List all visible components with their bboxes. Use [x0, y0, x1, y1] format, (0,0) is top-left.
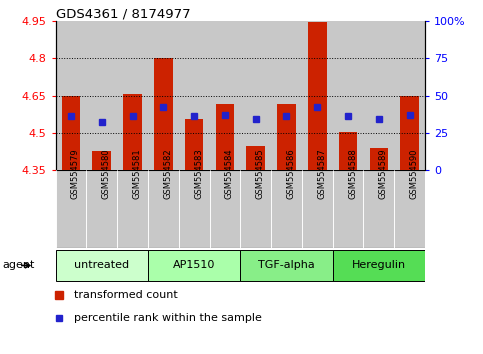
- Bar: [86, 21, 117, 170]
- Bar: [240, 170, 271, 248]
- Bar: [308, 22, 327, 170]
- Bar: [117, 170, 148, 248]
- Bar: [364, 170, 394, 248]
- Bar: [56, 170, 86, 248]
- Bar: [394, 21, 425, 170]
- Bar: [271, 170, 302, 248]
- Bar: [240, 21, 271, 170]
- Bar: [179, 21, 210, 170]
- Bar: [271, 21, 302, 170]
- Text: GSM554583: GSM554583: [194, 148, 203, 199]
- Text: GSM554589: GSM554589: [379, 148, 388, 199]
- Text: transformed count: transformed count: [74, 290, 178, 300]
- Bar: [302, 170, 333, 248]
- Bar: [339, 132, 357, 170]
- Text: GSM554582: GSM554582: [163, 148, 172, 199]
- Bar: [56, 250, 148, 281]
- Bar: [333, 21, 364, 170]
- Bar: [369, 148, 388, 170]
- Bar: [246, 146, 265, 170]
- Bar: [210, 170, 240, 248]
- Bar: [154, 58, 172, 170]
- Bar: [148, 170, 179, 248]
- Bar: [277, 103, 296, 170]
- Text: GSM554585: GSM554585: [256, 148, 265, 199]
- Text: GSM554584: GSM554584: [225, 148, 234, 199]
- Text: GSM554588: GSM554588: [348, 148, 357, 199]
- Bar: [210, 21, 240, 170]
- Text: GSM554586: GSM554586: [286, 148, 296, 199]
- Text: GSM554581: GSM554581: [132, 148, 142, 199]
- Bar: [400, 96, 419, 170]
- Text: GSM554590: GSM554590: [410, 149, 419, 199]
- Text: GDS4361 / 8174977: GDS4361 / 8174977: [56, 7, 190, 20]
- Bar: [86, 170, 117, 248]
- Bar: [62, 96, 80, 170]
- Text: TGF-alpha: TGF-alpha: [258, 261, 315, 270]
- Bar: [215, 103, 234, 170]
- Bar: [302, 21, 333, 170]
- Text: agent: agent: [3, 261, 35, 270]
- Bar: [185, 119, 203, 170]
- Bar: [333, 170, 364, 248]
- Text: GSM554587: GSM554587: [317, 148, 327, 199]
- Bar: [56, 21, 86, 170]
- Bar: [148, 21, 179, 170]
- Bar: [364, 21, 394, 170]
- Text: Heregulin: Heregulin: [352, 261, 406, 270]
- Bar: [394, 170, 425, 248]
- Text: GSM554579: GSM554579: [71, 148, 80, 199]
- Bar: [333, 250, 425, 281]
- Text: percentile rank within the sample: percentile rank within the sample: [74, 313, 262, 323]
- Bar: [148, 250, 241, 281]
- Bar: [92, 151, 111, 170]
- Bar: [240, 250, 333, 281]
- Text: untreated: untreated: [74, 261, 129, 270]
- Text: GSM554580: GSM554580: [102, 148, 111, 199]
- Bar: [117, 21, 148, 170]
- Bar: [179, 170, 210, 248]
- Bar: [123, 94, 142, 170]
- Text: AP1510: AP1510: [173, 261, 215, 270]
